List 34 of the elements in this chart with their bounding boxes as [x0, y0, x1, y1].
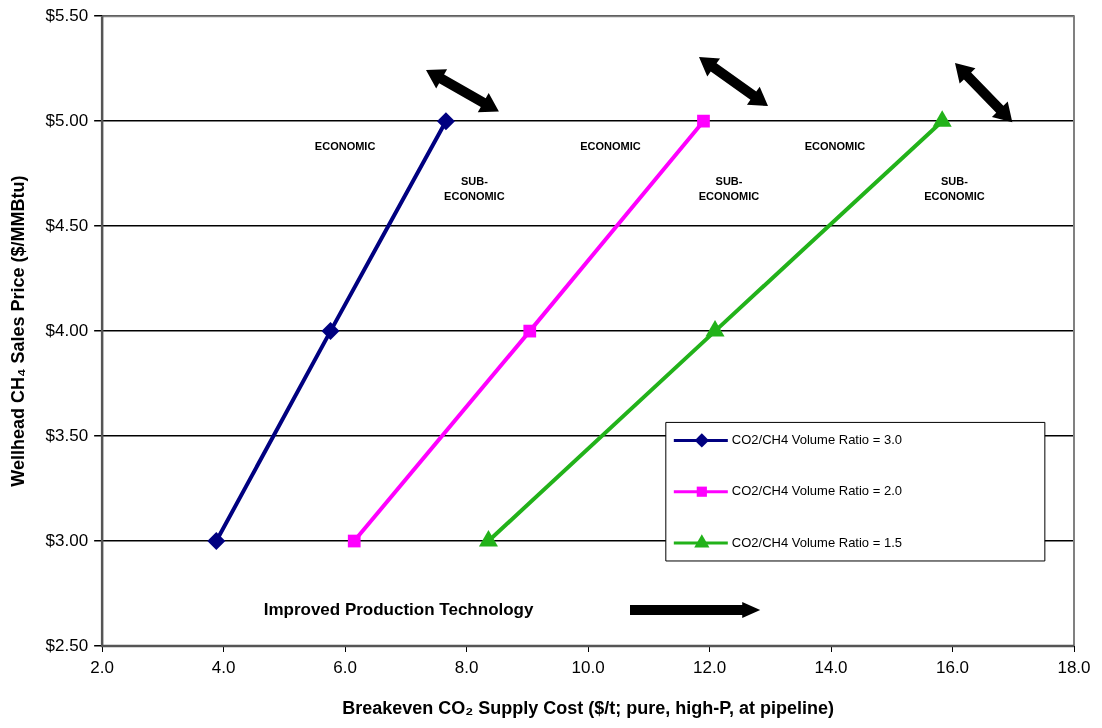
y-tick-label: $5.00 [45, 110, 89, 130]
annotation: Improved Production Technology [263, 599, 535, 619]
y-tick-label: $2.50 [45, 635, 89, 655]
annotation: ECONOMIC [580, 139, 641, 152]
annotation: ECONOMIC [314, 139, 376, 152]
x-tick-label: 12.0 [693, 657, 727, 677]
y-tick-label: $3.00 [45, 530, 89, 550]
x-tick-label: 2.0 [90, 657, 114, 677]
annotation: SUB- ECONOMIC [698, 174, 760, 202]
legend-label: CO2/CH4 Volume Ratio = 1.5 [731, 534, 902, 550]
legend-label: CO2/CH4 Volume Ratio = 3.0 [731, 432, 902, 447]
x-tick-label: 10.0 [571, 657, 605, 677]
x-tick-label: 8.0 [454, 657, 479, 677]
point [321, 322, 340, 341]
y-tick-label: $3.50 [45, 425, 89, 445]
annotation: SUB- ECONOMIC [444, 174, 505, 202]
x-tick-label: 6.0 [333, 657, 357, 677]
x-tick-label: 18.0 [1057, 657, 1091, 677]
legend-label: CO2/CH4 Volume Ratio = 2.0 [731, 483, 902, 499]
point [436, 112, 455, 131]
y-tick-label: $4.50 [45, 215, 89, 235]
point [347, 534, 361, 548]
y-axis-title: Wellhead CH₄ Sales Price ($/MMBtu) [7, 175, 28, 487]
x-tick-label: 16.0 [935, 657, 970, 677]
point [523, 324, 537, 338]
x-tick-label: 4.0 [211, 657, 236, 677]
y-tick-label: $5.50 [45, 5, 89, 25]
y-tick-label: $4.00 [45, 320, 89, 340]
point [697, 114, 710, 128]
x-axis-title: Breakeven CO₂ Supply Cost ($/t; pure, high-P, at pipeline) [342, 698, 834, 719]
annotation: ECONOMIC [804, 139, 866, 152]
x-tick-label: 14.0 [814, 657, 848, 677]
point [207, 532, 226, 551]
annotation: SUB- ECONOMIC [924, 174, 985, 202]
